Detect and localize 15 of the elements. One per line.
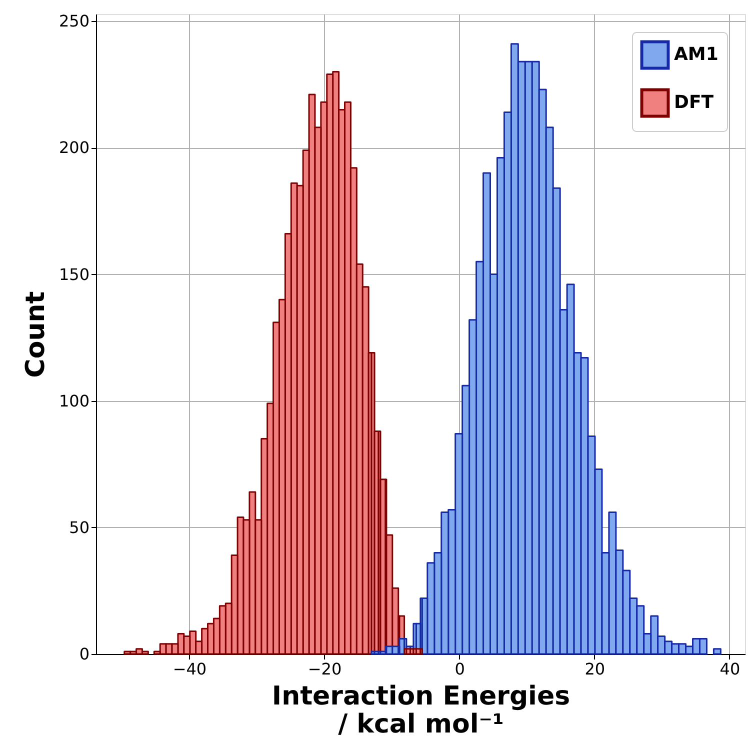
x-tick-label: 20 [584, 660, 606, 678]
legend-label: AM1 [674, 44, 718, 65]
y-tick-label: 0 [79, 644, 90, 664]
y-tick-label: 150 [58, 264, 90, 284]
x-axis-title: Interaction Energies / kcal mol⁻¹ [272, 682, 570, 740]
x-tick-label: 40 [720, 660, 740, 678]
y-tick-label: 50 [69, 518, 90, 537]
y-tick-label: 200 [58, 138, 90, 158]
y-axis-title: Count [20, 291, 51, 378]
x-tick-label: −40 [172, 660, 207, 678]
y-tick-label: 100 [58, 391, 90, 410]
x-tick-label: 0 [454, 660, 465, 678]
x-tick-label: −20 [308, 660, 342, 678]
legend-label: DFT [674, 92, 714, 113]
y-tick-label: 250 [58, 12, 90, 31]
